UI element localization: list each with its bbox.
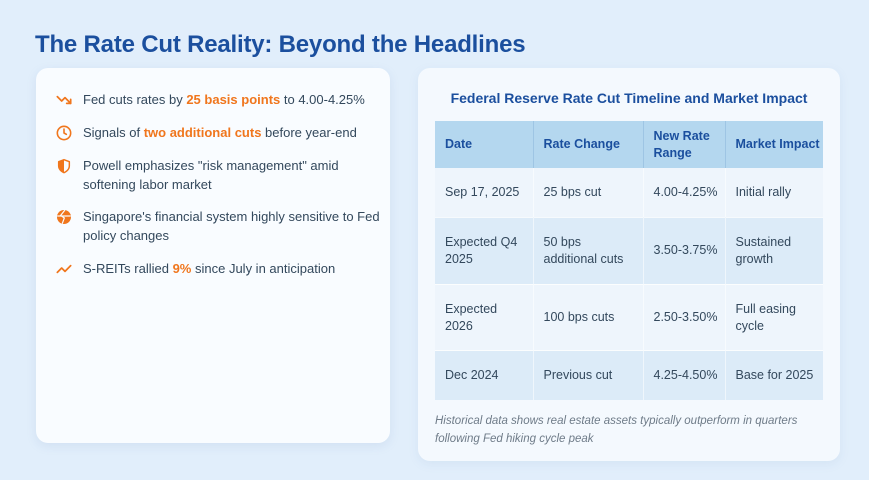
plain-text: to 4.00-4.25% <box>280 92 365 107</box>
globe-icon <box>56 209 72 225</box>
plain-text: before year-end <box>261 124 357 140</box>
table-cell: Sep 17, 2025 <box>445 185 520 199</box>
plain-text: S-REITs rallied <box>83 261 173 277</box>
table-cell: 3.50-3.75% <box>642 216 725 285</box>
table-cell: 100 bps cuts <box>532 283 643 351</box>
key-point-item: S-REITs rallied 9% since July in anticip… <box>56 260 380 279</box>
highlighted-text: two additional cuts <box>143 124 262 140</box>
table-cell: Expected Q4 2025 <box>435 216 533 285</box>
column-header: Market Impact <box>724 121 823 168</box>
plain-text: Singapore's financial system highly sens… <box>83 209 380 244</box>
key-point-item: Singapore's financial system highly sens… <box>56 208 380 246</box>
table-cell: 25 bps cut <box>532 168 643 218</box>
key-point-item: Signals of two additional cuts before ye… <box>56 124 380 143</box>
trending-down-icon <box>56 92 72 108</box>
table-cell: 4.25-4.50% <box>642 350 725 401</box>
key-point-text: Singapore's financial system highly sens… <box>83 208 380 246</box>
key-points-card: Fed cuts rates by 25 basis points to 4.0… <box>36 68 390 443</box>
table-cell: Expected 2026 <box>435 283 533 351</box>
rate-cut-table: Date Rate Change New Rate Range Market Impa… <box>435 121 823 401</box>
key-point-text: Signals of two additional cuts before ye… <box>83 124 357 143</box>
rate-timeline-card: Federal Reserve Rate Cut Timeline and Ma… <box>418 68 840 461</box>
plain-text: since July in anticipation <box>191 261 336 277</box>
table-row: Expected Q4 2025 50 bps additional cuts 3.… <box>435 216 823 285</box>
table-row: Dec 2024 Previous cut 4.25-4.50% Base for 2… <box>435 350 823 401</box>
column-header: Rate Change <box>532 121 643 168</box>
table-cell: Previous cut <box>532 350 643 401</box>
key-point-item: Fed cuts rates by 25 basis points to 4.0… <box>56 91 380 110</box>
clock-icon <box>56 125 72 141</box>
column-header: Date <box>435 121 533 168</box>
table-cell: Dec 2024 <box>435 350 533 401</box>
key-point-text: Powell emphasizes "risk management" amid… <box>83 157 380 195</box>
table-header-row: Date Rate Change New Rate Range Market Impa… <box>435 121 823 168</box>
shield-half-icon <box>56 158 72 174</box>
table-row: Sep 17, 2025 25 bps cut 4.00-4.25% Initial … <box>435 168 823 218</box>
column-header: New Rate Range <box>642 121 725 168</box>
table-footnote: Historical data shows real estate assets… <box>435 415 798 445</box>
plain-text: Powell emphasizes "risk management" amid… <box>83 157 339 192</box>
table-cell: Full easing cycle <box>724 283 823 351</box>
table-row: Expected 2026 100 bps cuts 2.50-3.50% Full … <box>435 283 823 351</box>
key-point-text: S-REITs rallied 9% since July in anticip… <box>83 260 335 279</box>
table-cell: 50 bps additional cuts <box>532 216 643 285</box>
page-title: The Rate Cut Reality: Beyond the Headlin… <box>35 31 526 59</box>
highlighted-text: 25 basis points <box>186 92 281 107</box>
key-points-list: Fed cuts rates by 25 basis points to 4.0… <box>56 91 380 279</box>
table-cell: Initial rally <box>724 168 823 218</box>
plain-text: Signals of <box>83 124 144 140</box>
key-point-item: Powell emphasizes "risk management" amid… <box>56 157 380 195</box>
key-point-text: Fed cuts rates by 25 basis points to 4.0… <box>83 91 365 110</box>
table-cell: Base for 2025 <box>724 350 823 401</box>
table-title: Federal Reserve Rate Cut Timeline and Ma… <box>450 90 808 106</box>
highlighted-text: 9% <box>172 261 192 277</box>
plain-text: Fed cuts rates by <box>83 92 187 107</box>
table-cell: Sustained growth <box>724 216 823 285</box>
trending-up-icon <box>56 261 72 277</box>
table-cell: 4.00-4.25% <box>642 168 725 218</box>
table-cell: 2.50-3.50% <box>642 283 725 351</box>
